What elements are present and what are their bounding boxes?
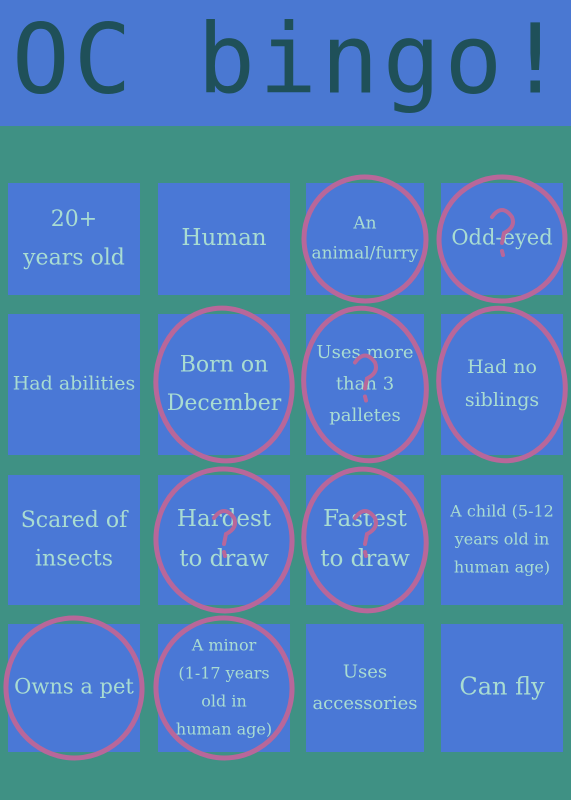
cell-label: years old [22, 245, 125, 270]
cell-label: Had no [467, 356, 537, 378]
circle-mark [436, 174, 568, 304]
cell-label: palletes [329, 405, 401, 426]
cell-label: 20+ [51, 207, 97, 232]
header-band [0, 0, 571, 126]
cell-label: accessories [312, 693, 417, 714]
cell-label: human age) [176, 720, 272, 739]
cell-label: Uses more [316, 342, 413, 363]
bingo-cell [8, 314, 140, 455]
cell-label: animal/furry [311, 243, 418, 263]
cell-label: old in [201, 692, 247, 711]
question-scribble [212, 509, 237, 558]
circle-mark [301, 305, 429, 464]
bingo-cell [441, 624, 563, 752]
question-scribble [353, 353, 378, 403]
cell-label: (1-17 years [178, 664, 269, 683]
bingo-cell [306, 624, 424, 752]
cell-label: siblings [465, 389, 539, 411]
bingo-cell [158, 314, 290, 455]
bingo-cell [306, 183, 424, 295]
circle-mark [3, 615, 145, 761]
cell-label: Can fly [459, 673, 545, 701]
bingo-cell [441, 314, 563, 455]
cell-label: Human [181, 225, 266, 251]
bingo-cell [158, 183, 290, 295]
cell-label: Had abilities [13, 373, 136, 395]
cell-label: human age) [454, 558, 550, 577]
circle-mark [153, 615, 295, 761]
cell-label: insects [35, 546, 113, 571]
circle-mark [153, 305, 295, 464]
circle-mark [153, 466, 295, 614]
circle-mark [301, 174, 429, 304]
question-scribble [353, 509, 378, 558]
cell-label: years old in [454, 530, 550, 549]
cell-label: December [167, 391, 282, 416]
circle-mark [436, 305, 568, 464]
bingo-cell [8, 475, 140, 605]
title: OC bingo! [12, 3, 568, 115]
cell-label: A child (5-12 [449, 502, 554, 521]
question-scribble [490, 208, 515, 257]
bingo-cell [158, 624, 290, 752]
cell-label: A minor [191, 636, 257, 655]
circle-mark [301, 466, 429, 614]
cell-label: Born on [180, 352, 269, 377]
bingo-cell [8, 183, 140, 295]
bingo-cell [441, 475, 563, 605]
cell-label: An [352, 214, 376, 234]
cell-label: Uses [343, 661, 387, 682]
cell-label: Scared of [21, 508, 129, 533]
bingo-cell [8, 624, 140, 752]
cell-label: Owns a pet [14, 675, 134, 699]
